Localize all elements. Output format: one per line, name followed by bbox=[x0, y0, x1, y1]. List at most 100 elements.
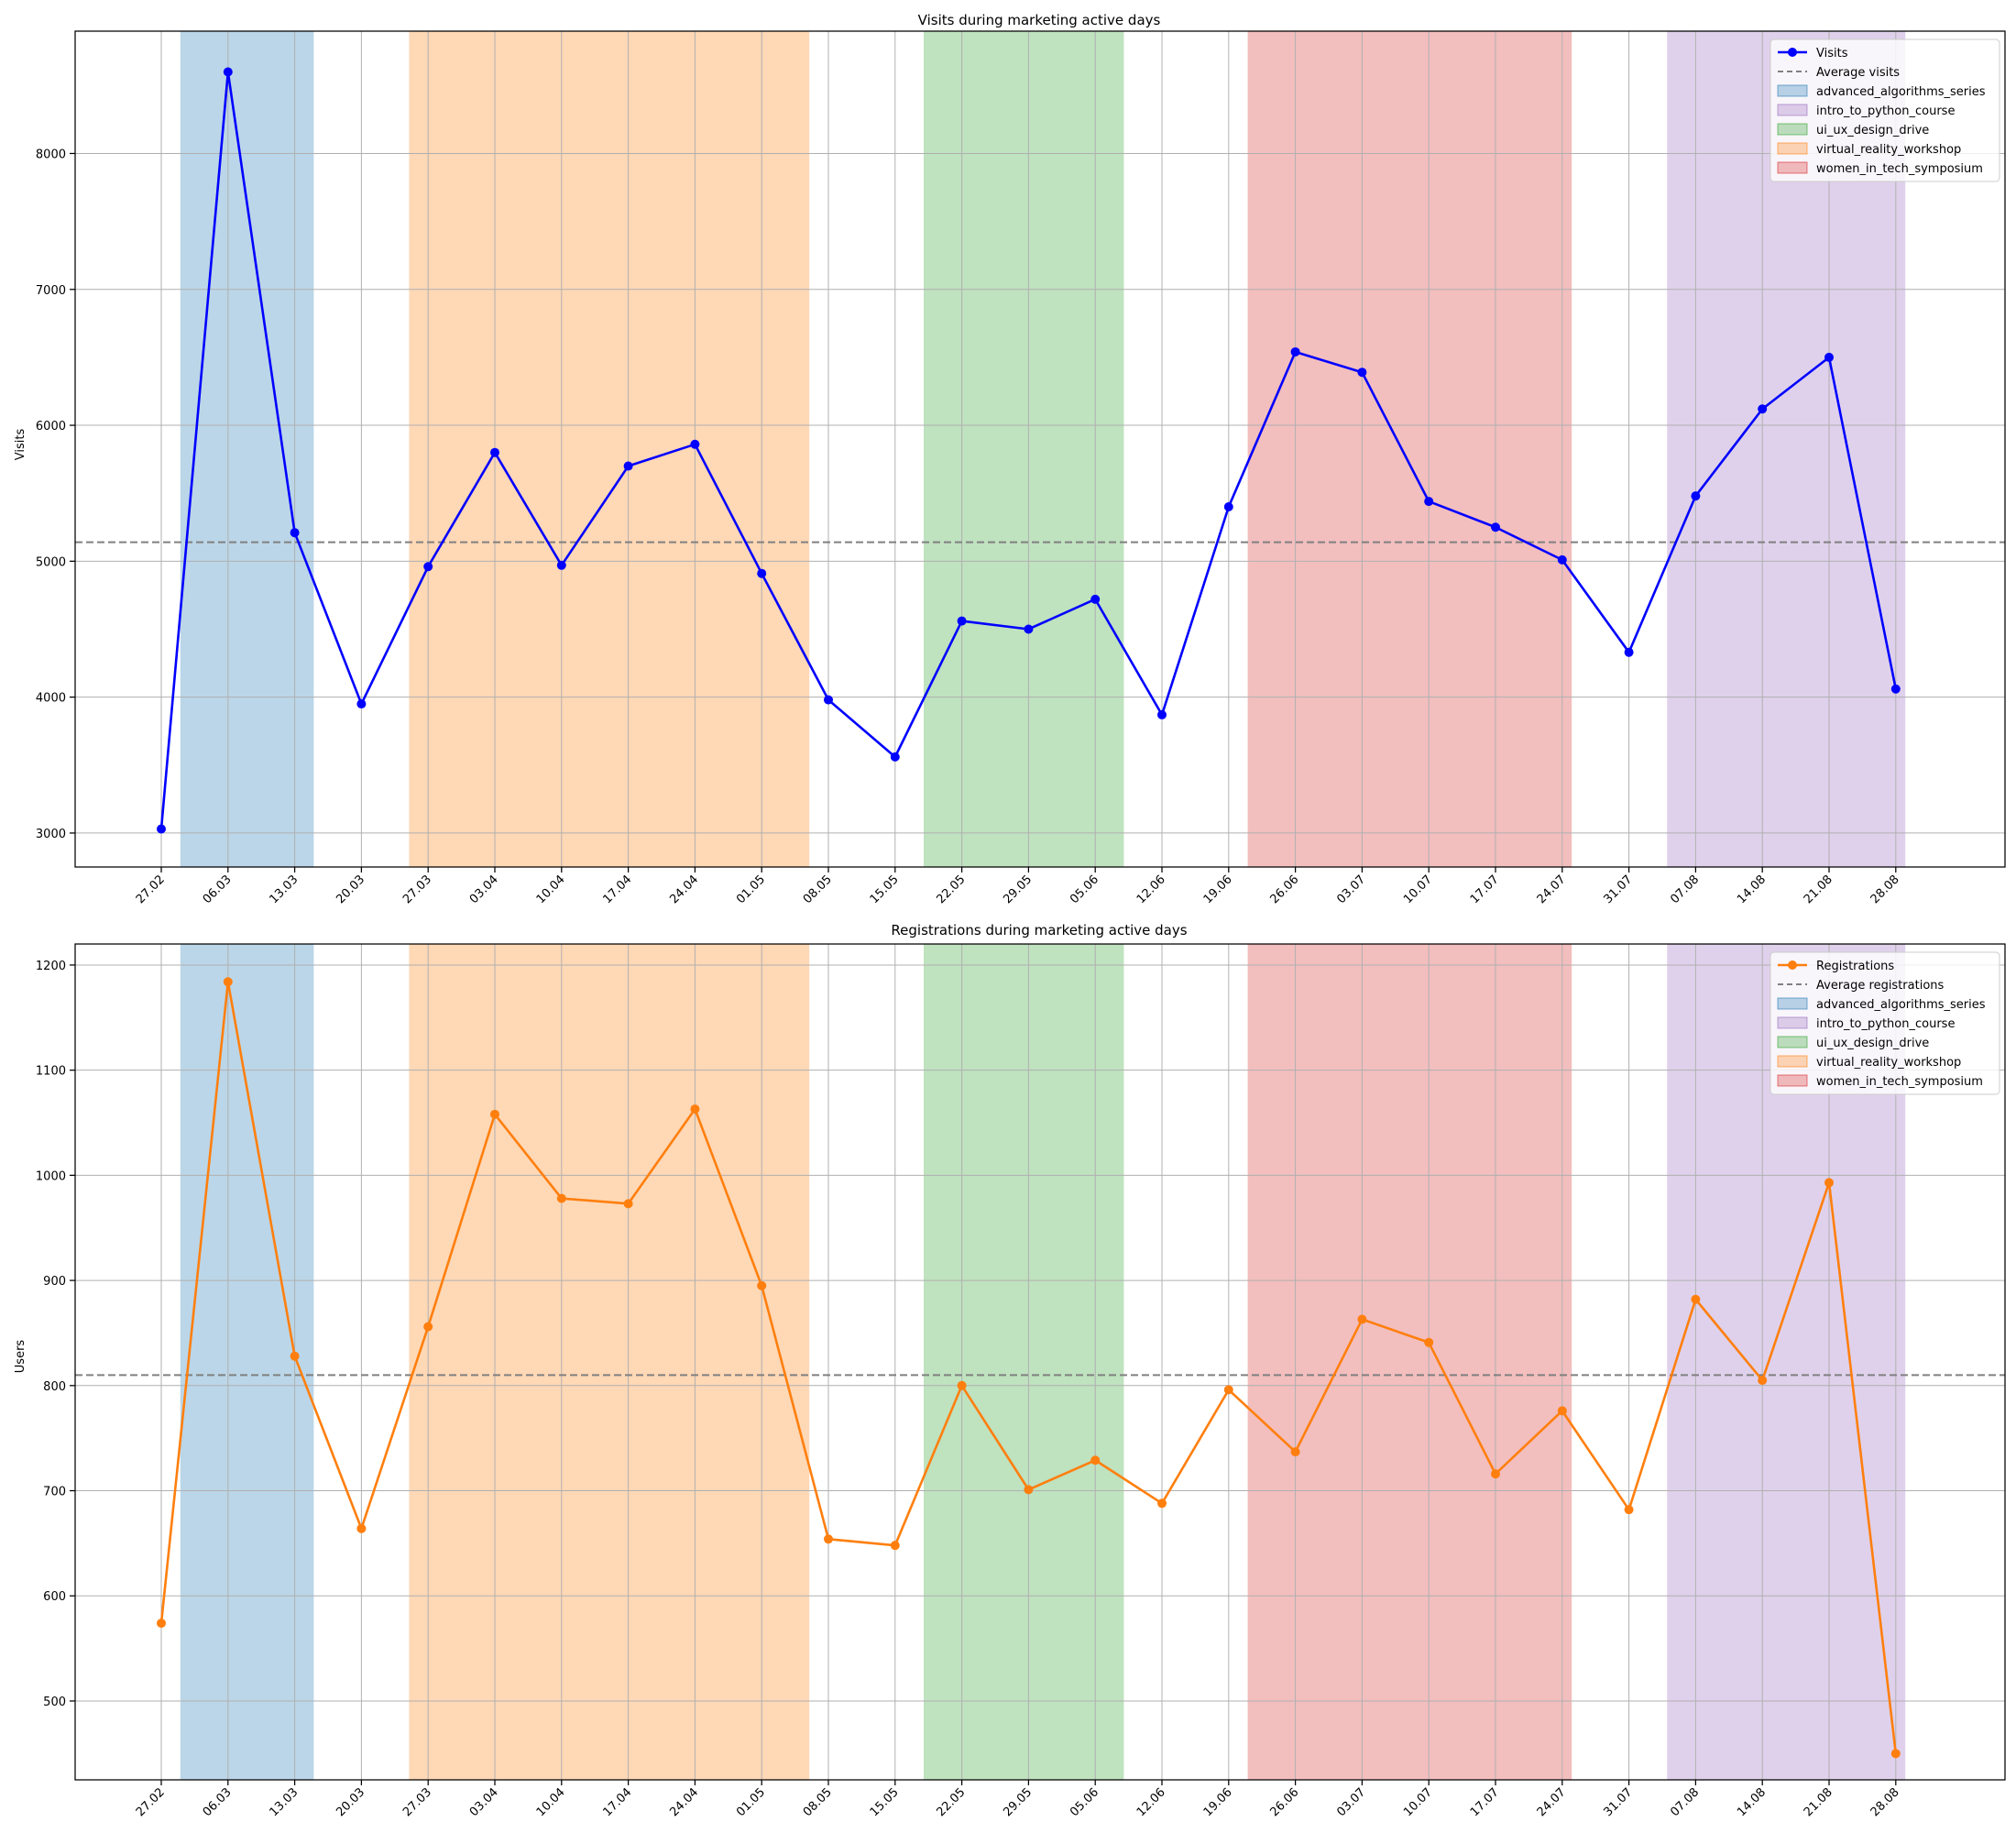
data-point bbox=[1223, 1385, 1233, 1395]
campaign-span-advanced_algorithms_series bbox=[180, 944, 314, 1780]
data-point bbox=[1824, 352, 1834, 362]
campaign-span-advanced_algorithms_series bbox=[180, 31, 314, 867]
campaign-span-ui_ux_design_drive bbox=[924, 31, 1124, 867]
campaign-spans bbox=[180, 31, 1906, 867]
legend-label: Average visits bbox=[1816, 66, 1900, 80]
legend-patch-swatch bbox=[1777, 1036, 1808, 1048]
data-point bbox=[1290, 1447, 1300, 1457]
legend-label: advanced_algorithms_series bbox=[1816, 85, 1986, 99]
campaign-span-virtual_reality_workshop bbox=[409, 944, 810, 1780]
grid bbox=[75, 944, 2005, 1780]
data-point bbox=[556, 1193, 566, 1203]
legend-frame bbox=[1769, 38, 2000, 182]
legend-label: women_in_tech_symposium bbox=[1816, 162, 1983, 176]
data-point bbox=[1624, 1505, 1634, 1515]
legend-label: ui_ux_design_drive bbox=[1816, 1037, 1929, 1050]
data-point bbox=[1491, 522, 1500, 532]
legend-patch-swatch bbox=[1777, 142, 1808, 155]
chart-title: Visits during marketing active days bbox=[918, 12, 1161, 28]
y-tick-label: 500 bbox=[43, 1696, 66, 1709]
data-point bbox=[490, 447, 499, 457]
axes-frame bbox=[74, 943, 2006, 1781]
y-tick-label: 3000 bbox=[36, 828, 66, 841]
data-point bbox=[757, 568, 767, 578]
y-tick-label: 4000 bbox=[36, 692, 66, 706]
data-point bbox=[223, 977, 233, 987]
data-point bbox=[1157, 709, 1167, 719]
y-tick-label: 5000 bbox=[36, 555, 66, 569]
data-point bbox=[1090, 1455, 1101, 1465]
legend: Visits Average visits advanced_algorithms_… bbox=[1769, 38, 2000, 182]
data-point bbox=[824, 695, 833, 705]
y-tick-label: 800 bbox=[43, 1380, 66, 1394]
campaign-span-women_in_tech_symposium bbox=[1247, 31, 1572, 867]
data-point bbox=[1424, 1337, 1434, 1347]
campaign-span-women_in_tech_symposium bbox=[1247, 944, 1572, 1780]
data-point bbox=[1691, 1294, 1701, 1304]
legend-label: virtual_reality_workshop bbox=[1816, 1056, 1961, 1070]
data-point bbox=[890, 752, 900, 762]
y-tick-label: 1100 bbox=[36, 1065, 66, 1079]
legend-label: women_in_tech_symposium bbox=[1816, 1075, 1983, 1089]
data-point bbox=[623, 1199, 633, 1209]
data-point bbox=[223, 67, 233, 77]
y-tick-label: 700 bbox=[43, 1486, 66, 1499]
data-point bbox=[356, 1523, 367, 1533]
data-point bbox=[690, 439, 700, 449]
data-point bbox=[757, 1280, 767, 1290]
data-point bbox=[1424, 497, 1434, 507]
data-point bbox=[1357, 368, 1367, 378]
data-point bbox=[957, 1380, 967, 1390]
data-point bbox=[490, 1109, 499, 1119]
legend-marker-swatch bbox=[1788, 48, 1797, 57]
legend-label: intro_to_python_course bbox=[1816, 104, 1955, 118]
data-point bbox=[1024, 1485, 1034, 1495]
data-point bbox=[1824, 1178, 1834, 1188]
data-point bbox=[1290, 346, 1300, 357]
data-point bbox=[1024, 624, 1034, 634]
grid bbox=[75, 31, 2005, 867]
y-tick-label: 900 bbox=[43, 1275, 66, 1289]
legend-frame bbox=[1769, 951, 2000, 1095]
y-tick-label: 7000 bbox=[36, 284, 66, 298]
legend-label: Average registrations bbox=[1816, 979, 1945, 993]
y-tick-label: 6000 bbox=[36, 420, 66, 434]
campaign-span-virtual_reality_workshop bbox=[409, 31, 810, 867]
data-point bbox=[1691, 491, 1701, 501]
chart-title: Registrations during marketing active da… bbox=[891, 922, 1187, 938]
data-point bbox=[623, 461, 633, 471]
data-point bbox=[157, 824, 166, 834]
legend-label: advanced_algorithms_series bbox=[1816, 998, 1986, 1012]
legend-patch-swatch bbox=[1777, 84, 1808, 97]
data-point bbox=[556, 560, 566, 570]
data-point bbox=[423, 1322, 433, 1332]
data-point bbox=[1357, 1314, 1367, 1324]
legend-label: Registrations bbox=[1816, 960, 1894, 973]
legend: Registrations Average registrations advanc… bbox=[1769, 951, 2000, 1095]
legend-label: ui_ux_design_drive bbox=[1816, 124, 1929, 137]
legend-patch-swatch bbox=[1777, 104, 1808, 116]
legend-patch-swatch bbox=[1777, 123, 1808, 136]
legend-label: intro_to_python_course bbox=[1816, 1017, 1955, 1031]
data-point bbox=[957, 616, 967, 626]
data-point bbox=[1624, 647, 1634, 657]
data-point bbox=[1491, 1469, 1500, 1479]
y-tick-label: 1200 bbox=[36, 960, 66, 973]
data-point bbox=[890, 1541, 900, 1551]
data-point bbox=[356, 699, 367, 709]
legend-patch-swatch bbox=[1777, 997, 1808, 1010]
data-point bbox=[824, 1534, 833, 1544]
y-axis-label: Visits bbox=[14, 429, 27, 461]
legend-patch-swatch bbox=[1777, 1055, 1808, 1068]
legend-patch-swatch bbox=[1777, 1016, 1808, 1029]
data-point bbox=[1890, 684, 1901, 694]
data-point bbox=[690, 1104, 700, 1114]
data-point bbox=[1758, 1376, 1768, 1386]
legend-marker-swatch bbox=[1788, 960, 1797, 970]
legend-label: virtual_reality_workshop bbox=[1816, 143, 1961, 157]
legend-label: Visits bbox=[1816, 47, 1848, 60]
